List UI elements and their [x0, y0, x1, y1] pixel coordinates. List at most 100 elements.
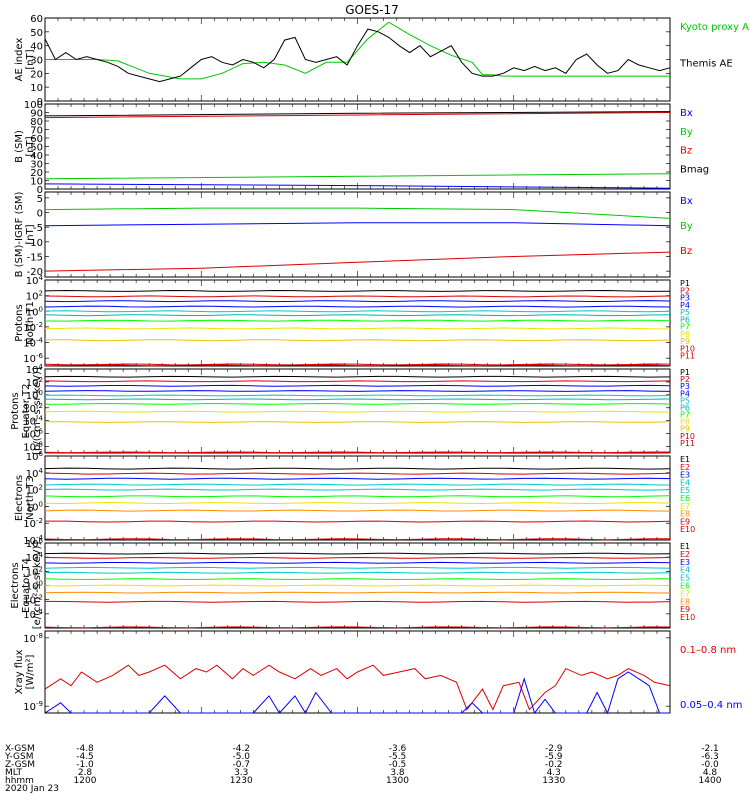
orbit-value: 1200: [74, 776, 97, 786]
legend-item: P7: [680, 323, 690, 332]
orbit-value: -2.1: [701, 744, 719, 754]
series-line-bz: [44, 112, 671, 119]
y-axis-label: B (SM)-IGRF (SM)[nT]: [14, 192, 36, 278]
y-tick-label: 60: [30, 14, 43, 25]
series-line-p10: [44, 451, 670, 454]
series-line-by: [44, 207, 671, 219]
series-line-p4: [44, 305, 671, 308]
series-line-by: [44, 173, 671, 180]
series-line-bz: [44, 251, 671, 272]
series-line-0-1-0-8-nm: [44, 664, 671, 711]
orbit-value: -4.2: [232, 744, 250, 754]
y-tick-label: 0: [37, 209, 43, 220]
orbit-row-label: MLT: [5, 768, 23, 778]
legend-item: E6: [680, 494, 690, 503]
legend-item: P7: [680, 411, 690, 420]
series-line-e9: [44, 600, 671, 603]
legend-item: E7: [680, 589, 690, 598]
y-axis-label: B (SM)[nT]: [14, 130, 36, 163]
series-line-p7: [44, 319, 671, 322]
y-axis-label: ElectronsNorth T3: [14, 475, 36, 521]
legend-item: P4: [680, 389, 690, 398]
y-axis-label: AE index[nT]: [14, 38, 36, 82]
series-line-p9: [45, 339, 671, 342]
series-line-p5: [44, 394, 671, 397]
legend-item: P1: [680, 279, 690, 288]
legend-item: P9: [680, 337, 690, 346]
panel-frame: [44, 368, 671, 454]
legend-item: P5: [680, 308, 690, 317]
legend-item: E9: [680, 517, 690, 526]
legend-item: E3: [680, 558, 690, 567]
legend-item: Bmag: [680, 164, 709, 175]
legend-item: 0.1–0.8 nm: [680, 645, 736, 656]
orbit-value: -6.3: [701, 752, 719, 762]
orbit-value: 1230: [230, 776, 253, 786]
y-axis-label: ElectronsEquator T4[e/(cm²-s-sr-keV)]: [10, 542, 43, 630]
y-tick-label: 90: [30, 109, 43, 120]
series-line-e5: [44, 488, 671, 491]
y-tick-label: 20: [30, 168, 43, 179]
legend-item: P8: [680, 418, 690, 427]
panel-frame: [44, 279, 671, 367]
legend-item: By: [680, 221, 693, 232]
series-line-p6: [44, 314, 671, 317]
legend-item: P6: [680, 315, 690, 324]
legend-item: P8: [680, 330, 690, 339]
legend-item: E4: [680, 566, 690, 575]
legend-item: E5: [680, 486, 690, 495]
y-tick-label: 104: [26, 274, 44, 287]
legend-item: E7: [680, 502, 690, 511]
y-axis-label: Xray flux[W/m²]: [14, 650, 36, 695]
orbit-value: -0.5: [389, 760, 407, 770]
y-tick-label: 50: [30, 143, 43, 154]
series-line-e1: [44, 467, 671, 470]
orbit-value: -4.5: [76, 752, 94, 762]
panel-1: 0 10 20 30 40 50 60 AE index[nT] Kyoto proxy AE T…: [14, 14, 750, 108]
y-tick-label: -20: [27, 267, 43, 278]
series-line-e3: [44, 561, 671, 564]
legend-item: E8: [680, 510, 690, 519]
legend-item: E10: [680, 613, 695, 622]
legend-item: E1: [680, 542, 690, 551]
y-tick-label: 80: [30, 117, 43, 128]
legend-item: Bx: [680, 108, 693, 119]
y-tick-label: -15: [27, 252, 43, 263]
series-line-0-05-0-4-nm: [44, 671, 670, 715]
orbit-value: -5.9: [545, 752, 563, 762]
panel-8: 10-8 10-9 Xray flux[W/m²] 0.1–0.8 nm 0.05–0.…: [14, 630, 742, 715]
orbit-value: -3.6: [389, 744, 407, 754]
series-line-p2: [44, 295, 671, 298]
orbit-value: 4.8: [703, 768, 718, 778]
orbit-value: -4.8: [76, 744, 94, 754]
legend-item: E4: [680, 478, 690, 487]
plot-title: GOES-17: [345, 3, 399, 17]
series-line-e6: [44, 495, 671, 498]
series-line-p3: [44, 384, 671, 387]
series-line-p8: [44, 410, 671, 413]
series-line-e7: [44, 584, 671, 587]
series-line-e3: [44, 477, 671, 480]
legend-item: E2: [680, 463, 690, 472]
legend-item: P2: [680, 375, 690, 384]
orbit-value: -0.7: [232, 760, 250, 770]
series-line-e4: [44, 566, 671, 569]
legend-item: E9: [680, 605, 690, 614]
y-tick-label: 102: [26, 290, 43, 303]
orbit-value: 3.8: [390, 768, 405, 778]
orbit-value: -0.2: [545, 760, 563, 770]
orbit-row-label: Z-GSM: [5, 760, 35, 770]
panel-3: -20 -15 -10 -5 0 5B (SM)-IGRF (SM)[nT] Bx By Bz: [14, 191, 693, 278]
series-line-e9: [45, 520, 671, 523]
series-line-e2: [44, 556, 671, 559]
legend-item: 0.05–0.4 nm: [680, 700, 742, 711]
series-line-p7: [45, 402, 671, 405]
orbit-row-label: hhmm: [5, 776, 34, 786]
legend-item: P11: [680, 352, 695, 361]
series-line-p2: [44, 380, 671, 383]
series-line-p9: [45, 421, 671, 423]
